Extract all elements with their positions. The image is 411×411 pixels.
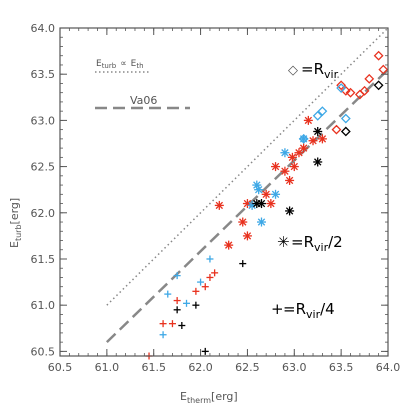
- blue-plus-point: [164, 290, 172, 298]
- legend-dotted-label: Eturb ∝ Eth: [96, 59, 144, 70]
- red-asterisk-point: [242, 231, 252, 241]
- red-plus-point: [159, 320, 167, 328]
- y-tick-label: 63.5: [31, 68, 56, 81]
- black-plus-point: [239, 260, 247, 268]
- diamond-symbol-icon: ◇: [288, 63, 298, 78]
- red-asterisk-point: [299, 143, 309, 153]
- red-diamond-point: [359, 85, 370, 96]
- red-asterisk-point: [261, 189, 271, 199]
- red-asterisk-point: [308, 136, 318, 146]
- blue-diamond-point: [340, 113, 351, 124]
- red-asterisk-point: [271, 162, 281, 172]
- red-asterisk-point: [285, 175, 295, 185]
- red-asterisk-point: [303, 115, 313, 125]
- blue-plus-point: [197, 278, 205, 286]
- red-plus-point: [206, 273, 214, 281]
- y-tick-label: 62.5: [31, 161, 56, 174]
- y-tick-label: 63.0: [31, 114, 56, 127]
- axis-ticks: 60.5 61.0 61.5 62.0 62.5 63.0 63.5 64.0 60.5 61.0…: [31, 22, 401, 374]
- black-asterisk-point: [285, 206, 295, 216]
- red-diamond-point: [373, 50, 384, 61]
- black-asterisk-point: [252, 199, 262, 209]
- red-asterisk-point: [317, 134, 327, 144]
- blue-diamond-point: [317, 106, 328, 117]
- equality-dotted-line: [106, 27, 389, 306]
- x-tick-label: 61.0: [95, 361, 120, 374]
- fit-lines: [105, 27, 389, 344]
- red-asterisk-point: [214, 200, 224, 210]
- red-asterisk-point: [287, 152, 297, 162]
- x-axis-label: Etherm[erg]: [180, 390, 238, 405]
- x-tick-label: 62.0: [188, 361, 213, 374]
- annotation-rvir-quarter: + =Rvir/4: [271, 300, 335, 321]
- blue-asterisk-point: [280, 148, 290, 158]
- y-tick-label: 61.5: [31, 253, 56, 266]
- blue-diamond-point: [336, 83, 347, 93]
- x-tick-label: 61.5: [141, 361, 166, 374]
- y-axis-label: Eturb[erg]: [8, 198, 23, 248]
- blue-asterisk-point: [299, 134, 309, 144]
- legend: Eturb ∝ Eth Va06: [95, 59, 190, 110]
- red-asterisk-point: [224, 240, 234, 250]
- black-diamond-point: [340, 126, 351, 137]
- blue-plus-point: [206, 255, 214, 263]
- red-plus-point: [168, 320, 176, 328]
- blue-asterisk-point: [254, 185, 264, 195]
- black-asterisk-point: [313, 126, 323, 136]
- x-tick-label: 62.5: [235, 361, 260, 374]
- plus-symbol-icon: +: [271, 300, 284, 318]
- red-plus-point: [173, 297, 181, 305]
- red-asterisk-point: [266, 199, 276, 209]
- y-tick-label: 64.0: [31, 22, 56, 35]
- y-tick-label: 61.0: [31, 299, 56, 312]
- x-tick-label: 60.5: [48, 361, 73, 374]
- annotation-rvir-label: =Rvir: [301, 60, 339, 81]
- blue-plus-point: [183, 299, 191, 307]
- blue-plus-point: [159, 331, 167, 339]
- y-tick-label: 60.5: [31, 345, 56, 358]
- annotation-rvir-half: ✳ =Rvir/2: [277, 233, 343, 254]
- black-plus-point: [192, 301, 200, 309]
- black-diamond-point: [373, 80, 384, 91]
- black-plus-point: [178, 322, 186, 330]
- red-asterisk-point: [280, 166, 290, 176]
- red-diamond-point: [378, 64, 389, 75]
- legend-dashed-label: Va06: [130, 94, 157, 107]
- va06-dashed-line: [105, 68, 389, 344]
- annotation-rvir: ◇ =Rvir: [288, 60, 339, 81]
- red-plus-point: [211, 269, 219, 277]
- x-tick-label: 63.0: [282, 361, 307, 374]
- blue-diamond-point: [312, 110, 323, 121]
- red-plus-point: [192, 287, 200, 295]
- black-plus-point: [173, 306, 181, 314]
- x-tick-label: 64.0: [376, 361, 401, 374]
- annotation-rvir-quarter-label: =Rvir/4: [283, 300, 335, 321]
- black-asterisk-point: [313, 157, 323, 167]
- blue-asterisk-point: [256, 217, 266, 227]
- red-asterisk-point: [289, 162, 299, 172]
- red-asterisk-point: [238, 217, 248, 227]
- data-points: [145, 50, 389, 360]
- blue-asterisk-point: [271, 189, 281, 199]
- plot-frame: [59, 27, 389, 357]
- red-plus-point: [201, 283, 209, 291]
- asterisk-symbol-icon: ✳: [277, 233, 290, 251]
- red-diamond-point: [331, 124, 342, 135]
- red-diamond-point: [345, 87, 356, 98]
- red-diamond-point: [364, 73, 375, 84]
- annotation-rvir-half-label: =Rvir/2: [291, 233, 343, 254]
- x-tick-label: 63.5: [329, 361, 354, 374]
- red-diamond-point: [336, 80, 347, 91]
- blue-plus-point: [173, 272, 181, 280]
- y-tick-label: 62.0: [31, 207, 56, 220]
- black-plus-point: [201, 347, 209, 355]
